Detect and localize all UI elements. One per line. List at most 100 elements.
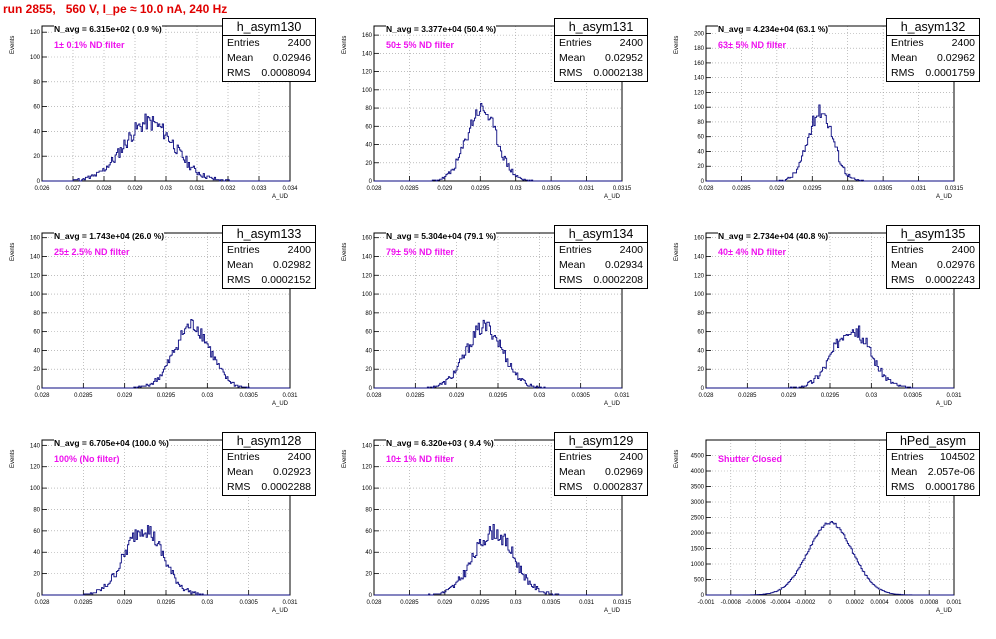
stat-row-entries: Entries 2400 (555, 36, 647, 51)
x-axis-label: A_UD (272, 401, 289, 407)
y-tick-label: 2000 (691, 531, 705, 537)
y-tick-label: 20 (697, 164, 704, 170)
x-tick-label: 0.0285 (400, 186, 419, 192)
y-tick-label: 0 (37, 386, 41, 392)
x-tick-label: 0.03 (842, 186, 854, 192)
x-axis-label: A_UD (936, 194, 953, 200)
x-tick-label: 0.031 (189, 186, 205, 192)
x-tick-label: 0.0285 (74, 393, 93, 399)
stat-box-title: h_asym134 (555, 226, 647, 243)
y-tick-label: 40 (33, 129, 40, 135)
stat-key: Mean (227, 52, 254, 64)
y-tick-label: 100 (30, 486, 41, 492)
plot-svg: 0.026 0.027 0.028 0.029 0.03 0.031 0.032 0.033 0… (30, 25, 298, 192)
stat-value: 0.02952 (605, 52, 643, 64)
filter-label: 100% (No filter) (54, 454, 120, 464)
filter-label: 40± 4% ND filter (718, 247, 786, 257)
stat-value: 2400 (619, 451, 643, 463)
x-tick-label: 0.0295 (803, 186, 822, 192)
plot-svg: 0.028 0.0285 0.029 0.0295 0.03 0.0305 0.031 0 20… (362, 232, 630, 399)
x-tick-label: 0.03 (865, 393, 877, 399)
y-axis-label: Events (10, 449, 16, 468)
histogram-line-h_asym133 (42, 318, 290, 389)
x-tick-label: 0.0295 (489, 393, 508, 399)
histogram-panel-h_asym128: 0.028 0.0285 0.029 0.0295 0.03 0.0305 0.031 0 20… (0, 432, 332, 639)
x-tick-label: 0.029 (127, 186, 143, 192)
plot-frame (705, 25, 955, 182)
x-tick-label: 0.028 (34, 393, 50, 399)
x-tick-label: 0.026 (34, 186, 50, 192)
plot-svg: 0.028 0.0285 0.029 0.0295 0.03 0.0305 0.031 0.0… (362, 25, 632, 192)
y-tick-label: 20 (365, 367, 372, 373)
stat-key: Entries (559, 244, 592, 256)
histogram-panel-h_asym130: 0.026 0.027 0.028 0.029 0.03 0.031 0.032 0.033 0… (0, 18, 332, 225)
navg-label: N_avg = 6.315e+02 ( 0.9 %) (54, 24, 162, 34)
stat-value: 0.02962 (937, 52, 975, 64)
x-axis-label: A_UD (272, 608, 289, 614)
y-tick-label: 140 (362, 443, 373, 449)
y-tick-label: 180 (694, 46, 705, 52)
plot-svg: 0.028 0.0285 0.029 0.0295 0.03 0.0305 0.031 0 20… (30, 439, 298, 606)
stat-box: h_asym134 Entries 2400 Mean 0.02934 RMS 0.0002… (554, 225, 648, 289)
stat-row-rms: RMS 0.0002837 (555, 480, 647, 495)
x-tick-label: 0 (828, 600, 832, 606)
stat-row-rms: RMS 0.0002152 (223, 273, 315, 288)
navg-label: N_avg = 6.320e+03 ( 9.4 %) (386, 438, 494, 448)
stat-value: 104502 (939, 451, 975, 463)
y-tick-label: 0 (37, 593, 41, 599)
x-tick-label: -0.0006 (745, 600, 766, 606)
x-tick-label: 0.0305 (874, 186, 893, 192)
y-tick-label: 2500 (691, 516, 705, 522)
plot-svg: -0.001 -0.0008 -0.0006 -0.0004 -0.0002 0 0.000… (691, 439, 962, 606)
histogram-line-hPed_asym (706, 521, 954, 596)
stat-box: h_asym131 Entries 2400 Mean 0.02952 RMS 0.0002… (554, 18, 648, 82)
x-tick-label: 0.031 (282, 600, 298, 606)
histogram-panel-hPed_asym: -0.001 -0.0008 -0.0006 -0.0004 -0.0002 0 0.000… (664, 432, 996, 639)
x-tick-label: 0.028 (34, 600, 50, 606)
y-tick-label: 100 (362, 486, 373, 492)
stat-row-entries: Entries 2400 (555, 243, 647, 258)
stat-box: h_asym133 Entries 2400 Mean 0.02982 RMS 0.0002… (222, 225, 316, 289)
stat-key: RMS (559, 274, 583, 286)
y-tick-label: 80 (33, 507, 40, 513)
x-tick-label: -0.001 (697, 600, 715, 606)
stat-key: Mean (559, 259, 586, 271)
histogram-line-h_asym129 (374, 523, 622, 596)
stat-row-mean: Mean 0.02969 (555, 465, 647, 480)
x-tick-label: 0.031 (614, 393, 630, 399)
stat-value: 0.02946 (273, 52, 311, 64)
y-tick-label: 0 (701, 593, 705, 599)
stat-row-rms: RMS 0.0002288 (223, 480, 315, 495)
y-tick-label: 40 (365, 348, 372, 354)
stat-value: 0.0002152 (261, 274, 311, 286)
stat-row-rms: RMS 0.0002138 (555, 66, 647, 81)
x-tick-label: 0.029 (781, 393, 797, 399)
stat-row-entries: Entries 2400 (223, 243, 315, 258)
stat-key: Mean (227, 259, 254, 271)
x-tick-label: -0.0002 (795, 600, 816, 606)
stat-value: 0.02982 (273, 259, 311, 271)
stat-value: 2400 (287, 451, 311, 463)
y-tick-label: 140 (362, 51, 373, 57)
stat-box-title: h_asym133 (223, 226, 315, 243)
x-tick-label: 0.0295 (471, 600, 490, 606)
stat-key: RMS (891, 274, 915, 286)
stat-row-entries: Entries 2400 (555, 450, 647, 465)
histogram-panel-h_asym132: 0.028 0.0285 0.029 0.0295 0.03 0.0305 0.031 0.0… (664, 18, 996, 225)
y-axis-label: Events (674, 449, 680, 468)
x-tick-label: 0.0305 (542, 600, 561, 606)
stat-row-entries: Entries 2400 (223, 450, 315, 465)
stat-box-title: h_asym129 (555, 433, 647, 450)
y-tick-label: 80 (33, 80, 40, 86)
x-tick-label: 0.028 (96, 186, 112, 192)
stat-key: Entries (891, 451, 924, 463)
x-axis-label: A_UD (272, 194, 289, 200)
x-tick-label: 0.028 (698, 186, 714, 192)
x-tick-label: 0.0285 (738, 393, 757, 399)
y-tick-label: 20 (365, 161, 372, 167)
x-tick-label: -0.0008 (721, 600, 742, 606)
x-tick-label: 0.03 (160, 186, 172, 192)
stat-key: Entries (227, 244, 260, 256)
y-tick-label: 1000 (691, 562, 705, 568)
y-tick-label: 20 (33, 572, 40, 578)
